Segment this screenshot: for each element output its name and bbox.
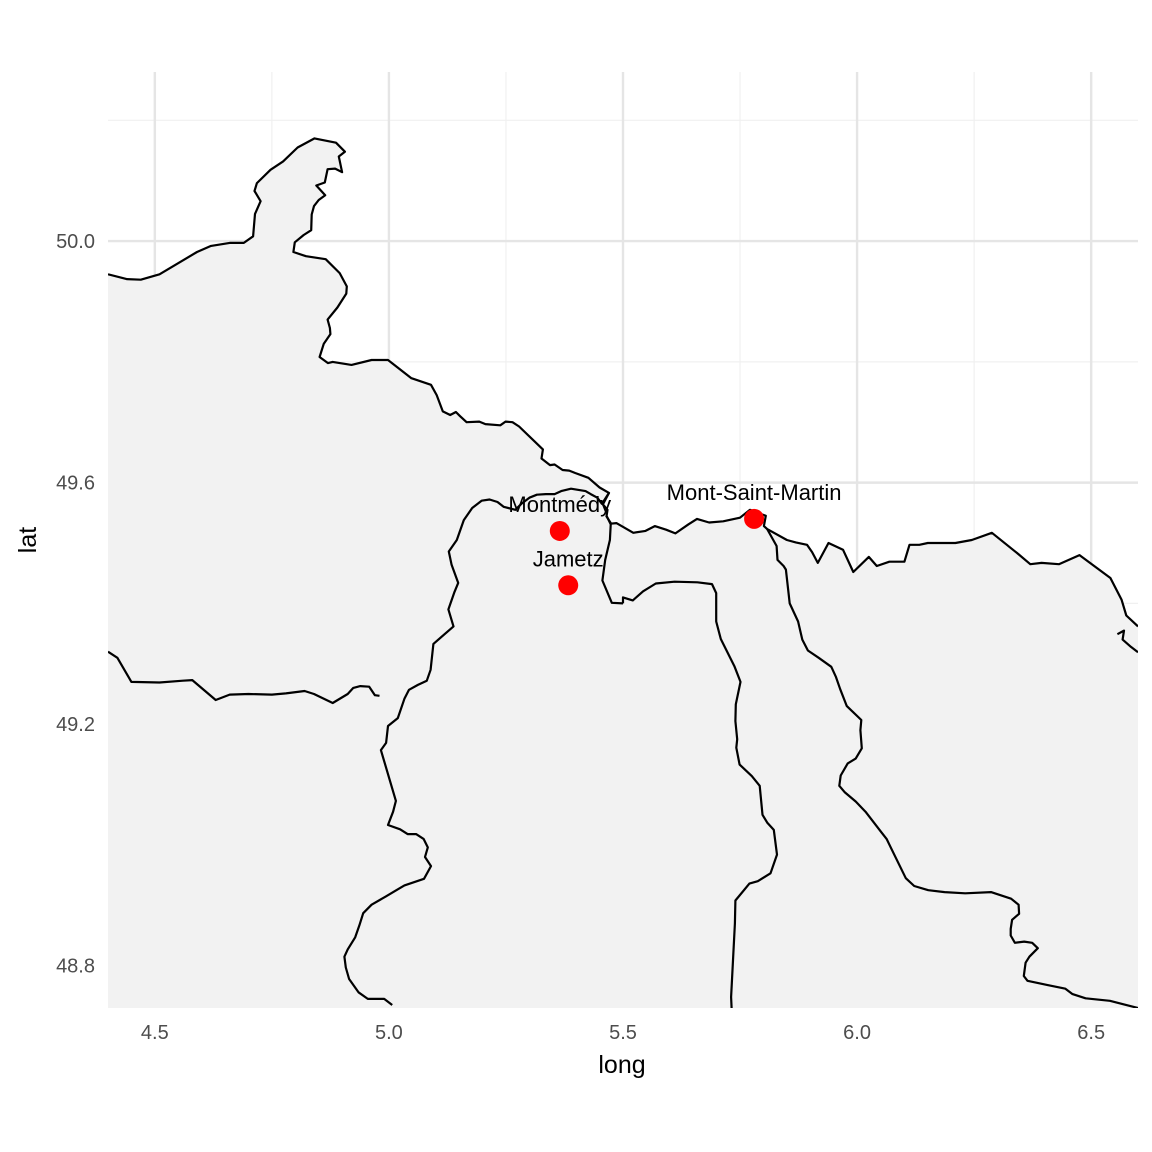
border-line-france-luxembourg-south — [1116, 629, 1138, 654]
border-line-inner-border — [601, 515, 624, 605]
y-tick-label: 49.6 — [56, 473, 95, 495]
border-line-mosel-sarre — [766, 528, 1138, 1008]
x-tick-label: 5.0 — [375, 1022, 403, 1044]
border-line-meuse-mosel — [621, 580, 779, 1008]
place-point — [744, 508, 765, 529]
x-tick-label: 6.5 — [1077, 1022, 1105, 1044]
x-axis-title: long — [598, 1051, 645, 1079]
y-tick-labels: 48.8 49.2 49.6 50.0 — [56, 231, 95, 978]
place-label: Mont-Saint-Martin — [667, 480, 842, 505]
border-line-meuse-ardennes — [343, 487, 610, 1006]
place-label: Montmédy — [508, 492, 611, 517]
x-tick-label: 5.5 — [609, 1022, 637, 1044]
map-panel — [108, 137, 1138, 1008]
border-line-aisne-marne — [108, 650, 380, 705]
place-labels: Montmédy Jametz Mont-Saint-Martin — [508, 480, 841, 571]
x-tick-label: 4.5 — [141, 1022, 169, 1044]
y-tick-label: 48.8 — [56, 956, 95, 978]
borders — [108, 137, 1138, 1008]
land-area — [108, 138, 1138, 1008]
place-label: Jametz — [533, 546, 604, 571]
place-points — [549, 508, 765, 596]
y-tick-label: 50.0 — [56, 231, 95, 253]
place-point — [549, 520, 570, 541]
x-tick-labels: 4.5 5.0 5.5 6.0 6.5 — [141, 1022, 1105, 1044]
x-tick-label: 6.0 — [843, 1022, 871, 1044]
place-point — [558, 575, 579, 596]
y-tick-label: 49.2 — [56, 714, 95, 736]
y-axis-title: lat — [14, 527, 42, 553]
border-line-belgium-france — [108, 137, 1138, 628]
